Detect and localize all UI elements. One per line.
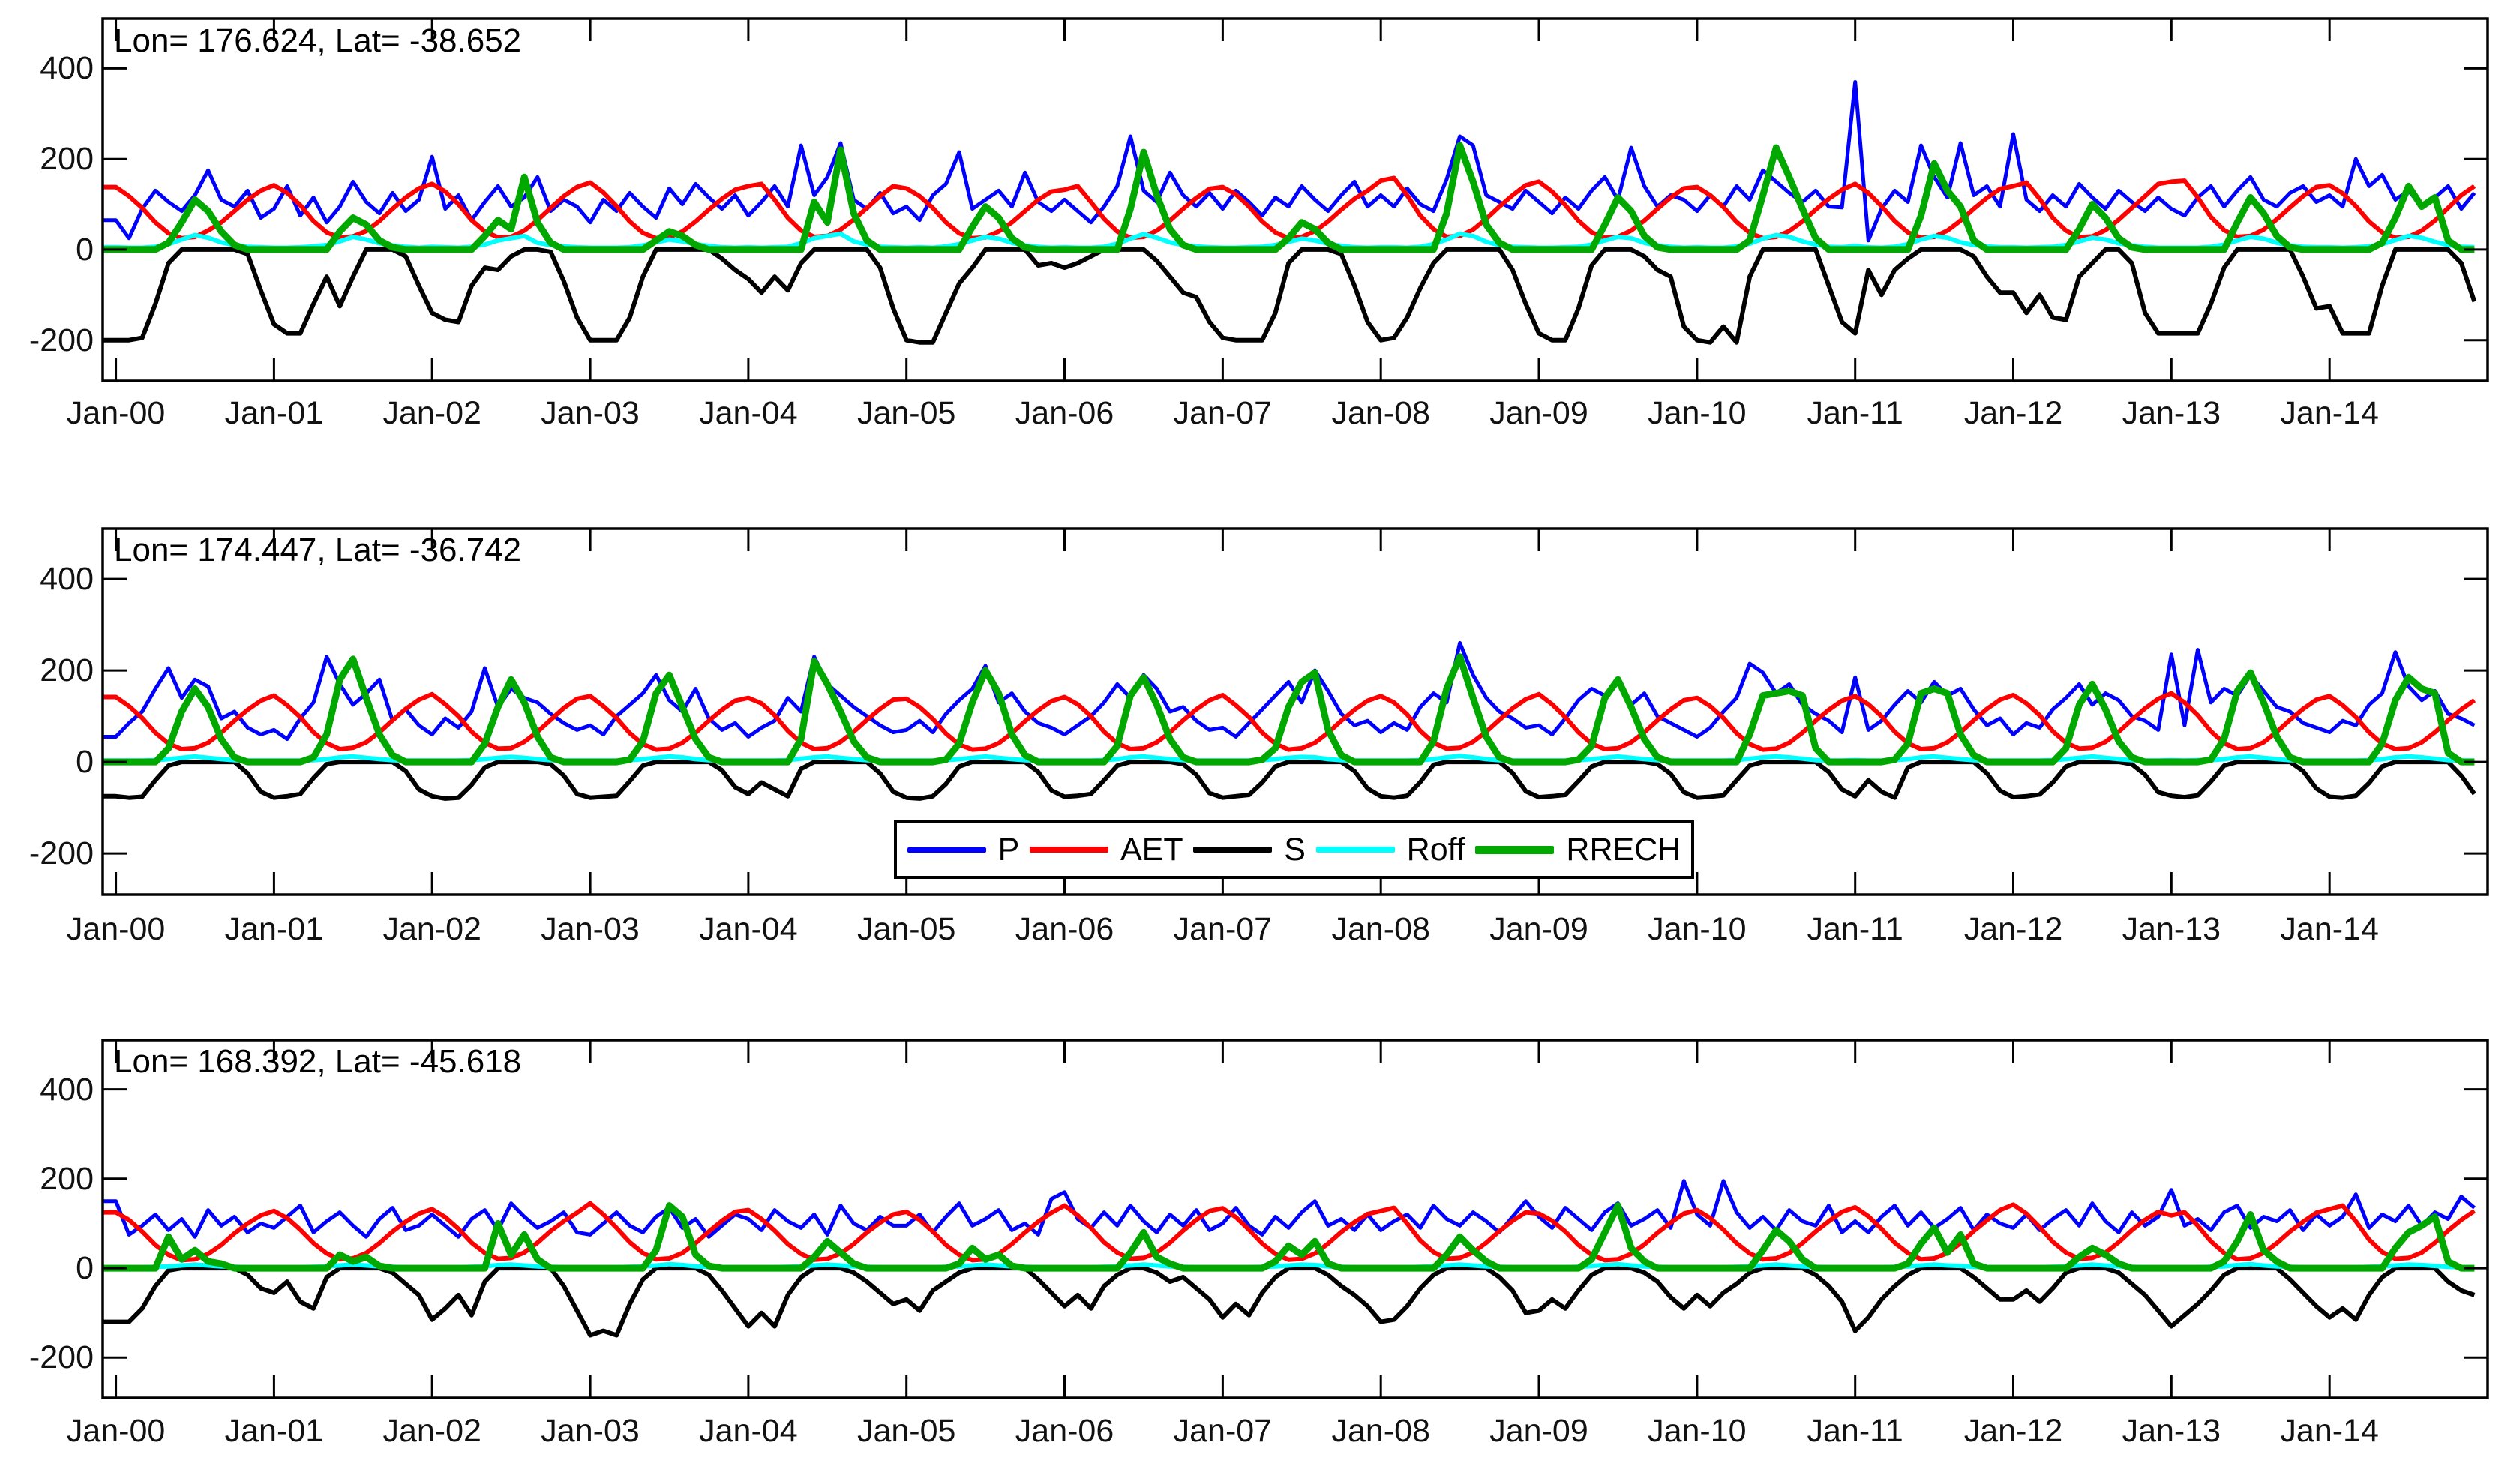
legend-line-roff — [1315, 847, 1395, 853]
x-tick-label-plot2-Jan-03: Jan-03 — [541, 911, 640, 947]
axis-ticks-plot2 — [103, 529, 2488, 895]
legend-entry-aet: AET — [1030, 831, 1183, 868]
x-tick-label-plot3-Jan-02: Jan-02 — [382, 1413, 481, 1449]
subplot-1-title: Lon= 176.624, Lat= -38.652 — [114, 22, 522, 59]
x-tick-label-plot3-Jan-12: Jan-12 — [1963, 1413, 2063, 1449]
y-tick-label-plot1-0: 0 — [76, 231, 94, 268]
x-tick-label-plot2-Jan-07: Jan-07 — [1173, 911, 1273, 947]
x-tick-label-plot1-Jan-11: Jan-11 — [1807, 395, 1903, 431]
legend-label-roff: Roff — [1406, 831, 1465, 868]
y-tick-label-plot2-400: 400 — [40, 561, 94, 598]
legend-entry-p: P — [907, 831, 1020, 868]
x-tick-label-plot3-Jan-01: Jan-01 — [224, 1413, 324, 1449]
series-roff-plot2 — [103, 754, 2475, 763]
x-tick-label-plot2-Jan-09: Jan-09 — [1489, 911, 1588, 947]
y-tick-label-plot3-200: 200 — [40, 1160, 94, 1197]
x-tick-label-plot2-Jan-12: Jan-12 — [1963, 911, 2063, 947]
x-tick-label-plot2-Jan-04: Jan-04 — [699, 911, 798, 947]
axis-ticks-plot1 — [103, 19, 2488, 381]
legend-entry-s: S — [1193, 831, 1306, 868]
legend-line-rrech — [1475, 845, 1555, 854]
series-p-plot1 — [103, 80, 2476, 243]
x-tick-label-plot3-Jan-08: Jan-08 — [1331, 1413, 1430, 1449]
legend-line-s — [1193, 847, 1273, 853]
series-s-plot3 — [103, 1266, 2476, 1338]
x-tick-label-plot2-Jan-14: Jan-14 — [2280, 911, 2379, 947]
subplot-1 — [101, 17, 2489, 382]
x-tick-label-plot2-Jan-13: Jan-13 — [2122, 911, 2221, 947]
x-tick-label-plot3-Jan-14: Jan-14 — [2280, 1413, 2379, 1449]
series-rrech-plot1 — [103, 142, 2475, 253]
x-tick-label-plot1-Jan-04: Jan-04 — [699, 395, 798, 431]
series-rrech-plot2 — [103, 653, 2475, 766]
y-tick-label-plot3--200: -200 — [28, 1339, 94, 1376]
x-tick-label-plot2-Jan-10: Jan-10 — [1648, 911, 1747, 947]
x-tick-label-plot1-Jan-10: Jan-10 — [1648, 395, 1747, 431]
x-tick-label-plot3-Jan-04: Jan-04 — [699, 1413, 798, 1449]
x-tick-label-plot2-Jan-08: Jan-08 — [1331, 911, 1430, 947]
legend-line-p — [907, 847, 986, 853]
y-tick-label-plot3-400: 400 — [40, 1071, 94, 1108]
subplot-3-title: Lon= 168.392, Lat= -45.618 — [114, 1043, 522, 1080]
subplot-2 — [101, 527, 2489, 896]
x-tick-label-plot1-Jan-01: Jan-01 — [224, 395, 324, 431]
x-tick-label-plot1-Jan-08: Jan-08 — [1331, 395, 1430, 431]
x-tick-label-plot2-Jan-05: Jan-05 — [856, 911, 956, 947]
x-tick-label-plot3-Jan-13: Jan-13 — [2122, 1413, 2221, 1449]
y-tick-label-plot2--200: -200 — [28, 835, 94, 872]
axis-box-plot3 — [101, 1039, 2489, 1399]
x-tick-label-plot1-Jan-05: Jan-05 — [856, 395, 956, 431]
x-tick-label-plot3-Jan-11: Jan-11 — [1807, 1413, 1903, 1449]
subplot-2-title: Lon= 174.447, Lat= -36.742 — [114, 532, 522, 568]
x-tick-label-plot3-Jan-10: Jan-10 — [1648, 1413, 1747, 1449]
axis-ticks-plot3 — [103, 1040, 2488, 1398]
y-tick-label-plot1-400: 400 — [40, 50, 94, 87]
legend-label-rrech: RRECH — [1566, 831, 1681, 868]
axis-box-plot2 — [101, 527, 2489, 896]
x-tick-label-plot2-Jan-06: Jan-06 — [1015, 911, 1114, 947]
legend-label-p: P — [997, 831, 1020, 868]
x-tick-label-plot1-Jan-09: Jan-09 — [1489, 395, 1588, 431]
x-tick-label-plot2-Jan-01: Jan-01 — [224, 911, 324, 947]
x-tick-label-plot2-Jan-11: Jan-11 — [1807, 911, 1903, 947]
series-aet-plot2 — [103, 691, 2476, 752]
x-tick-label-plot1-Jan-12: Jan-12 — [1963, 395, 2063, 431]
x-tick-label-plot1-Jan-03: Jan-03 — [541, 395, 640, 431]
x-tick-label-plot2-Jan-02: Jan-02 — [382, 911, 481, 947]
series-p-plot2 — [103, 641, 2476, 742]
x-tick-label-plot3-Jan-05: Jan-05 — [856, 1413, 956, 1449]
series-roff-plot3 — [103, 1261, 2475, 1270]
x-tick-label-plot1-Jan-14: Jan-14 — [2280, 395, 2379, 431]
x-tick-label-plot1-Jan-02: Jan-02 — [382, 395, 481, 431]
x-tick-label-plot3-Jan-00: Jan-00 — [66, 1413, 166, 1449]
legend-label-aet: AET — [1120, 831, 1183, 868]
x-tick-label-plot3-Jan-03: Jan-03 — [541, 1413, 640, 1449]
y-tick-label-plot3-0: 0 — [76, 1250, 94, 1287]
legend-line-aet — [1030, 847, 1108, 853]
x-tick-label-plot1-Jan-07: Jan-07 — [1173, 395, 1273, 431]
x-tick-label-plot2-Jan-00: Jan-00 — [66, 911, 166, 947]
series-s-plot2 — [103, 760, 2476, 801]
legend: P AET S Roff RRECH — [894, 820, 1694, 879]
series-s-plot1 — [103, 247, 2477, 345]
legend-entry-rrech: RRECH — [1475, 831, 1681, 868]
legend-entry-roff: Roff — [1315, 831, 1465, 868]
x-tick-label-plot3-Jan-07: Jan-07 — [1173, 1413, 1273, 1449]
y-tick-label-plot1--200: -200 — [28, 322, 94, 358]
x-tick-label-plot1-Jan-06: Jan-06 — [1015, 395, 1114, 431]
y-tick-label-plot1-200: 200 — [40, 141, 94, 178]
x-tick-label-plot3-Jan-09: Jan-09 — [1489, 1413, 1588, 1449]
x-tick-label-plot3-Jan-06: Jan-06 — [1015, 1413, 1114, 1449]
x-tick-label-plot1-Jan-13: Jan-13 — [2122, 395, 2221, 431]
series-rrech-plot3 — [103, 1202, 2475, 1272]
y-tick-label-plot2-200: 200 — [40, 652, 94, 689]
subplot-3 — [101, 1039, 2489, 1399]
axis-box-plot1 — [101, 17, 2489, 382]
legend-label-s: S — [1284, 831, 1306, 868]
y-tick-label-plot2-0: 0 — [76, 744, 94, 781]
x-tick-label-plot1-Jan-00: Jan-00 — [66, 395, 166, 431]
